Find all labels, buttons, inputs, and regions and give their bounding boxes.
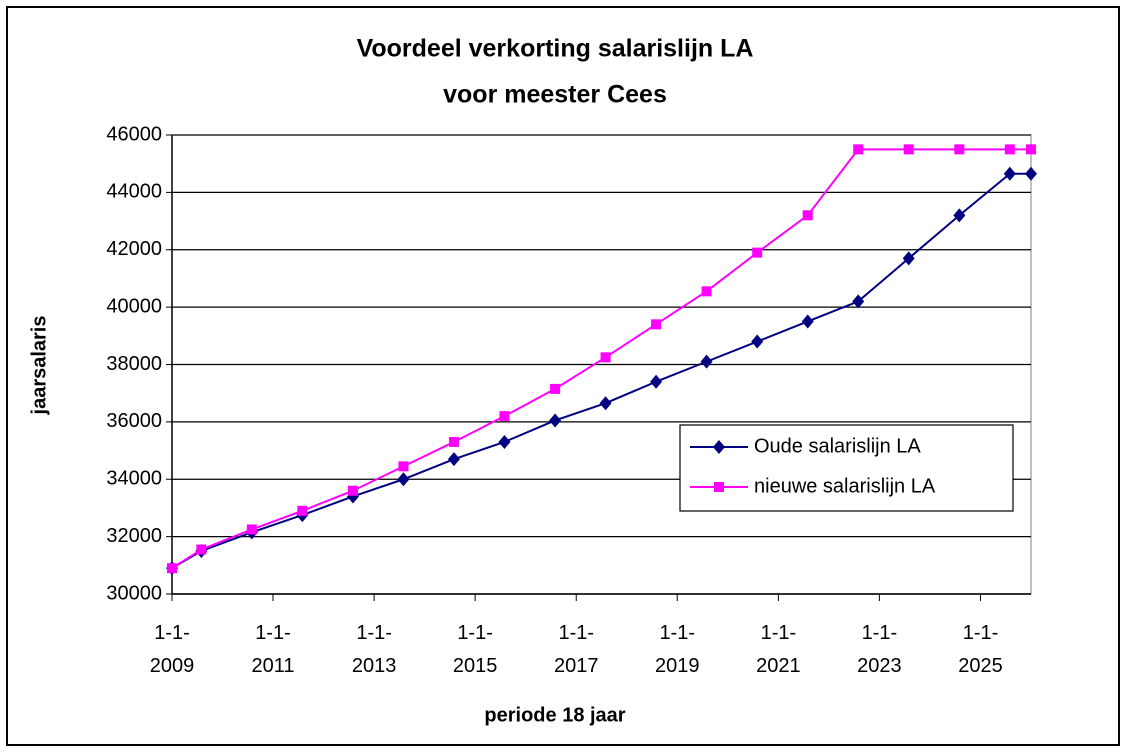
marker (549, 413, 562, 428)
x-tick-label: 1-1-2009 (149, 622, 195, 677)
legend-label: Oude salarislijn LA (754, 435, 921, 457)
y-tick-label: 34000 (106, 468, 162, 490)
marker (954, 144, 965, 155)
marker (1025, 166, 1037, 181)
marker (1003, 166, 1016, 181)
x-tick-label: 1-1-2025 (958, 622, 1003, 677)
marker (196, 544, 207, 555)
marker (398, 461, 409, 472)
y-tick-label: 30000 (106, 582, 162, 604)
legend-marker (713, 440, 725, 454)
y-tick-label: 36000 (106, 410, 162, 432)
marker (852, 294, 865, 309)
marker (599, 396, 612, 411)
y-tick-label: 46000 (106, 123, 162, 145)
x-tick-label: 1-1-2015 (452, 622, 498, 677)
chart-title: voor meester Cees (443, 81, 667, 109)
marker (751, 334, 764, 349)
marker (701, 286, 712, 297)
marker (1026, 144, 1036, 155)
marker (903, 144, 914, 155)
marker (953, 208, 966, 223)
marker (853, 144, 864, 155)
marker (801, 314, 814, 329)
marker (167, 563, 177, 574)
marker (447, 452, 460, 467)
marker (651, 319, 662, 330)
x-tick-label: 1-1-2011 (251, 622, 295, 677)
chart-title: Voordeel verkorting salarislijn LA (357, 35, 754, 63)
legend-box (679, 424, 1014, 512)
x-tick-label: 1-1-2019 (654, 622, 700, 677)
marker (802, 210, 813, 221)
x-tick-label: 1-1-2017 (554, 622, 599, 677)
marker (347, 485, 358, 496)
marker (499, 411, 510, 422)
x-tick-label: 1-1-2023 (857, 622, 902, 677)
x-tick-label: 1-1-2013 (351, 622, 397, 677)
marker (297, 505, 308, 516)
marker (397, 472, 410, 487)
marker (246, 524, 257, 535)
marker (448, 436, 459, 447)
marker (600, 352, 611, 363)
legend-label: nieuwe salarislijn LA (754, 475, 936, 497)
marker (700, 354, 713, 369)
y-tick-label: 32000 (106, 525, 162, 547)
legend-marker (714, 482, 724, 492)
y-tick-label: 42000 (106, 238, 162, 260)
y-tick-label: 38000 (106, 353, 162, 375)
marker (902, 251, 915, 266)
y-axis-title: jaarsalaris (28, 316, 50, 416)
x-tick-label: 1-1-2021 (756, 622, 801, 677)
marker (650, 374, 663, 389)
x-axis-title: periode 18 jaar (484, 704, 625, 726)
y-tick-label: 44000 (106, 181, 162, 203)
marker (550, 383, 561, 394)
marker (498, 434, 511, 449)
marker (1004, 144, 1015, 155)
y-tick-label: 40000 (106, 295, 162, 317)
marker (752, 247, 763, 258)
